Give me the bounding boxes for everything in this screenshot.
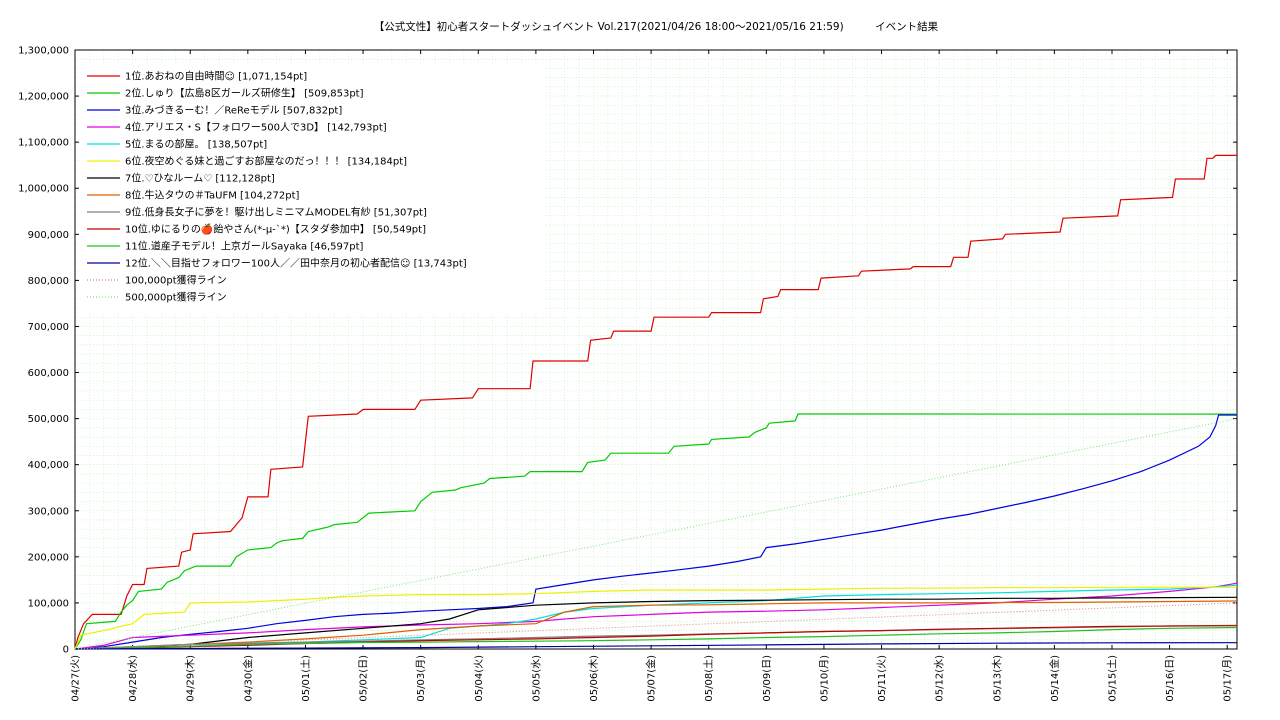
x-tick-label: 04/30(金) xyxy=(241,655,254,702)
x-tick-label: 05/04(火) xyxy=(473,655,485,702)
legend-label-9: 9位.低身長女子に夢を！駆け出しミニマムMODEL有紗 [51,307pt] xyxy=(125,206,427,219)
x-tick-label: 04/29(木) xyxy=(185,655,197,702)
x-tick-label: 05/02(日) xyxy=(359,655,370,702)
x-tick-label: 05/08(土) xyxy=(702,655,715,702)
legend-label-7: 7位.♡ひなルーム♡ [112,128pt] xyxy=(125,172,275,185)
y-tick-label: 400,000 xyxy=(28,460,69,471)
chart-title: 【公式文性】初心者スタートダッシュイベント Vol.217(2021/04/26… xyxy=(374,20,939,33)
y-tick-label: 800,000 xyxy=(28,276,69,287)
y-tick-label: 200,000 xyxy=(28,552,69,563)
x-tick-label: 04/28(水) xyxy=(127,655,139,702)
x-tick-label: 05/11(火) xyxy=(876,655,888,702)
x-tick-label: 05/17(月) xyxy=(1222,655,1234,702)
legend-label-3: 3位.みづきるーむ！／ReReモデル [507,832pt] xyxy=(125,104,342,117)
series-line-14 xyxy=(74,418,1238,650)
x-tick-label: 05/05(水) xyxy=(530,655,542,702)
x-tick-label: 05/15(土) xyxy=(1105,655,1118,702)
legend-box xyxy=(80,64,545,314)
legend-label-5: 5位.まるの部屋。 [138,507pt] xyxy=(125,138,267,151)
series-line-3 xyxy=(74,414,1237,650)
series-line-2 xyxy=(74,413,1238,650)
plot-frame xyxy=(74,49,1238,650)
series-line-8 xyxy=(74,600,1238,650)
x-tick-label: 05/12(水) xyxy=(934,655,946,702)
y-tick-label: 1,100,000 xyxy=(18,138,69,149)
legend-label-8: 8位.牛込タウの＃TaUFM [104,272pt] xyxy=(125,189,300,202)
x-tick-label: 05/06(木) xyxy=(588,655,600,702)
x-tick-label: 05/03(月) xyxy=(415,655,427,702)
series-line-12 xyxy=(74,642,1238,650)
series-line-11 xyxy=(74,626,1238,650)
x-tick-label: 04/27(火) xyxy=(70,655,82,702)
x-tick-label: 05/10(月) xyxy=(818,655,830,702)
legend-label-14: 500,000pt獲得ライン xyxy=(125,291,227,304)
y-tick-label: 1,000,000 xyxy=(18,184,69,195)
legend-label-2: 2位.しゅり【広島8区ガールズ研修生】 [509,853pt] xyxy=(125,87,364,100)
x-tick-label: 05/07(金) xyxy=(645,655,658,702)
legend-label-1: 1位.あおねの自由時間☺ [1,071,154pt] xyxy=(125,70,307,83)
y-tick-label: 600,000 xyxy=(28,368,69,379)
series-line-6 xyxy=(74,586,1238,650)
y-tick-label: 1,300,000 xyxy=(18,46,69,57)
series-line-7 xyxy=(74,596,1238,650)
y-axis: 0 100,000 200,000 300,000 400,000 500,000 600,… xyxy=(18,46,1237,656)
legend-label-6: 6位.夜空めぐる妹と過ごすお部屋なのだっ！！！ [134,184pt] xyxy=(125,155,407,168)
legend: 1位.あおねの自由時間☺ [1,071,154pt] 2位.しゅり【広島8区ガール… xyxy=(80,64,545,314)
x-tick-label: 05/16(日) xyxy=(1165,655,1176,702)
legend-label-12: 12位.＼＼目指せフォロワー100人／／田中奈月の初心者配信☺ [13,743p… xyxy=(125,257,467,270)
x-tick-label: 05/13(木) xyxy=(991,655,1003,702)
y-tick-label: 700,000 xyxy=(28,322,69,333)
y-tick-label: 300,000 xyxy=(28,506,69,517)
legend-label-11: 11位.道産子モデル！上京ガールSayaka [46,597pt] xyxy=(125,240,364,253)
legend-label-4: 4位.アリエス・S【フォロワー500人で3D】 [142,793pt] xyxy=(125,121,387,134)
y-tick-label: 900,000 xyxy=(28,230,69,241)
y-tick-label: 100,000 xyxy=(28,598,69,609)
x-axis: 04/27(火) 04/28(水) 04/29(木) 04/30(金) 05/01(土)… xyxy=(70,50,1234,702)
y-tick-label: 500,000 xyxy=(28,414,69,425)
x-tick-label: 05/01(土) xyxy=(299,655,312,702)
legend-label-13: 100,000pt獲得ライン xyxy=(125,274,227,287)
y-tick-label: 0 xyxy=(63,645,69,656)
x-tick-label: 05/14(金) xyxy=(1048,655,1061,702)
x-tick-label: 05/09(日) xyxy=(762,655,773,702)
series-line-13 xyxy=(74,602,1238,650)
series-layer xyxy=(74,154,1238,650)
y-tick-label: 1,200,000 xyxy=(18,92,69,103)
series-line-1 xyxy=(74,154,1237,650)
legend-label-10: 10位.ゆにるりの🍎飴やさん(*-μ-`*)【スタダ参加中】 [50,549pt… xyxy=(125,223,426,236)
